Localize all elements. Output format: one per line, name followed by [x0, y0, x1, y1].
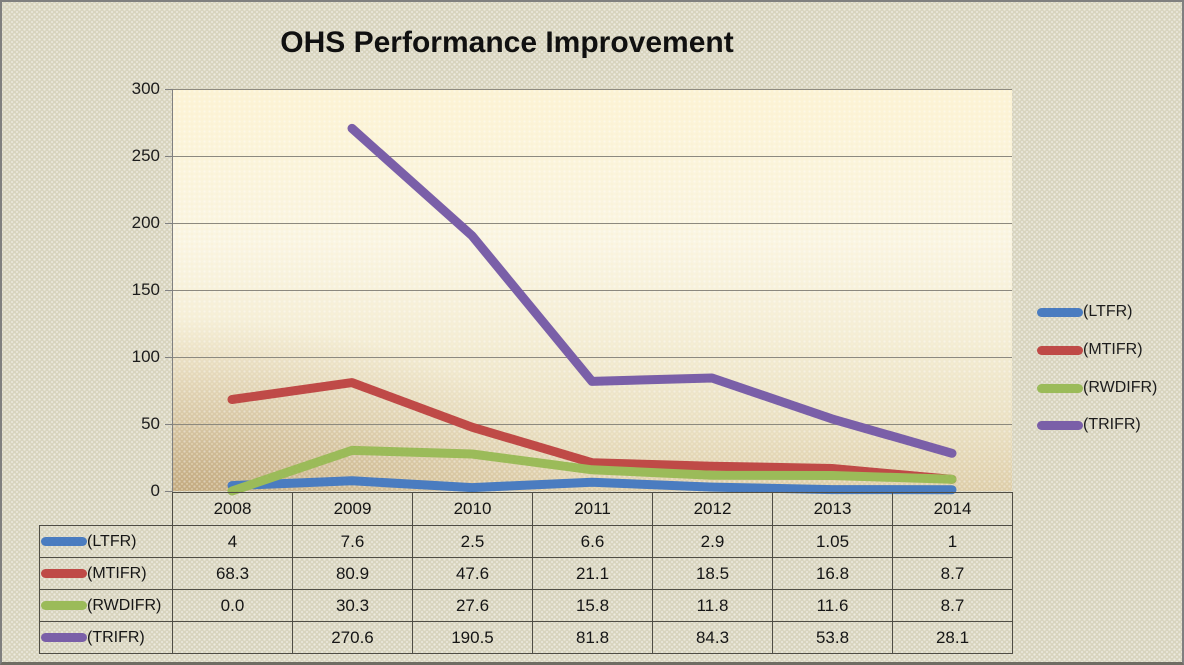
y-axis-label-50: 50	[141, 414, 160, 433]
data-table: 2008 2009 2010 2011 2012 2013 2014 (LTFR) 4 7.6 2.…	[39, 492, 1013, 654]
table-cell-2011: 6.6	[532, 525, 653, 558]
series-key-icon	[41, 537, 87, 546]
table-row-header-rwdifr: (RWDIFR)	[39, 589, 173, 622]
series-name: (TRIFR)	[87, 628, 145, 646]
series-line-mtifr	[227, 378, 957, 484]
table-cell-2012: 2.9	[652, 525, 773, 558]
x-axis-label-2014: 2014	[892, 492, 1013, 526]
legend-swatch-icon	[1037, 420, 1083, 430]
legend-label: (MTIFR)	[1083, 341, 1143, 358]
y-tick-50	[165, 424, 172, 425]
y-axis-line	[172, 89, 173, 492]
table-cell-2013: 16.8	[772, 557, 893, 590]
gridline-150	[172, 290, 1012, 291]
table-cell-2011: 81.8	[532, 621, 653, 654]
x-axis-label-2013: 2013	[772, 492, 893, 526]
table-cell-2008	[172, 621, 293, 654]
series-line-rwdifr	[227, 445, 957, 496]
x-axis-label-2010: 2010	[412, 492, 533, 526]
y-tick-150	[165, 290, 172, 291]
plot-area	[172, 89, 1012, 496]
table-cell-2008: 4	[172, 525, 293, 558]
table-row-header-ltfr: (LTFR)	[39, 525, 173, 558]
table-cell-2009: 30.3	[292, 589, 413, 622]
table-cell-2008: 0.0	[172, 589, 293, 622]
table-cell-2012: 11.8	[652, 589, 773, 622]
table-row-header-trifr: (TRIFR)	[39, 621, 173, 654]
y-tick-300	[165, 89, 172, 90]
table-cell-2011: 21.1	[532, 557, 653, 590]
x-axis-label-2011: 2011	[532, 492, 653, 526]
table-cell-2014: 28.1	[892, 621, 1013, 654]
table-cell-2014: 8.7	[892, 557, 1013, 590]
legend-item-trifr: (TRIFR)	[1037, 412, 1141, 438]
table-cell-2013: 11.6	[772, 589, 893, 622]
gridline-50	[172, 424, 1012, 425]
table-cell-2014: 1	[892, 525, 1013, 558]
table-cell-2014: 8.7	[892, 589, 1013, 622]
legend-item-mtifr: (MTIFR)	[1037, 337, 1143, 363]
table-cell-2009: 7.6	[292, 525, 413, 558]
x-axis-label-2009: 2009	[292, 492, 413, 526]
y-axis-label-200: 200	[131, 213, 160, 232]
legend-item-ltfr: (LTFR)	[1037, 299, 1132, 325]
table-cell-2012: 84.3	[652, 621, 773, 654]
y-axis-label-100: 100	[131, 347, 160, 366]
table-cell-2011: 15.8	[532, 589, 653, 622]
series-key-icon	[41, 569, 87, 578]
series-key-icon	[41, 633, 87, 642]
table-row: (LTFR) 4 7.6 2.5 6.6 2.9 1.05 1	[39, 525, 1013, 558]
table-row: (RWDIFR) 0.0 30.3 27.6 15.8 11.8 11.6 8.7	[39, 589, 1013, 622]
table-cell-2009: 270.6	[292, 621, 413, 654]
series-line-ltfr	[227, 476, 957, 495]
table-row: (TRIFR) 270.6 190.5 81.8 84.3 53.8 28.1	[39, 621, 1013, 654]
legend-swatch-icon	[1037, 307, 1083, 317]
gridline-300	[172, 89, 1012, 90]
table-row: (MTIFR) 68.3 80.9 47.6 21.1 18.5 16.8 8.7	[39, 557, 1013, 590]
table-cell-2013: 1.05	[772, 525, 893, 558]
y-tick-250	[165, 156, 172, 157]
series-name: (MTIFR)	[87, 564, 147, 582]
y-axis-label-300: 300	[131, 79, 160, 98]
series-name: (RWDIFR)	[87, 596, 162, 614]
table-corner-cell	[39, 492, 173, 526]
series-line-trifr	[347, 123, 957, 458]
x-axis-label-2012: 2012	[652, 492, 773, 526]
table-row-header-mtifr: (MTIFR)	[39, 557, 173, 590]
table-cell-2010: 190.5	[412, 621, 533, 654]
y-axis-label-250: 250	[131, 146, 160, 165]
table-cell-2010: 27.6	[412, 589, 533, 622]
gridline-250	[172, 156, 1012, 157]
legend-label: (LTFR)	[1083, 303, 1133, 320]
gridline-100	[172, 357, 1012, 358]
gridline-200	[172, 223, 1012, 224]
y-axis-label-150: 150	[131, 280, 160, 299]
table-cell-2012: 18.5	[652, 557, 773, 590]
series-lines	[227, 123, 957, 496]
chart-title: OHS Performance Improvement	[280, 26, 734, 59]
table-cell-2008: 68.3	[172, 557, 293, 590]
x-axis-label-2008: 2008	[172, 492, 293, 526]
legend-label: (TRIFR)	[1083, 416, 1141, 433]
series-name: (LTFR)	[87, 532, 137, 550]
y-tick-200	[165, 223, 172, 224]
legend-label: (RWDIFR)	[1083, 379, 1158, 396]
table-cell-2013: 53.8	[772, 621, 893, 654]
y-axis-label-0: 0	[150, 481, 160, 500]
table-cell-2010: 47.6	[412, 557, 533, 590]
table-cell-2009: 80.9	[292, 557, 413, 590]
table-cell-2010: 2.5	[412, 525, 533, 558]
legend-item-rwdifr: (RWDIFR)	[1037, 375, 1157, 401]
y-tick-100	[165, 357, 172, 358]
y-tick-0	[165, 491, 172, 492]
legend-swatch-icon	[1037, 345, 1083, 355]
legend-swatch-icon	[1037, 383, 1083, 393]
series-key-icon	[41, 601, 87, 610]
